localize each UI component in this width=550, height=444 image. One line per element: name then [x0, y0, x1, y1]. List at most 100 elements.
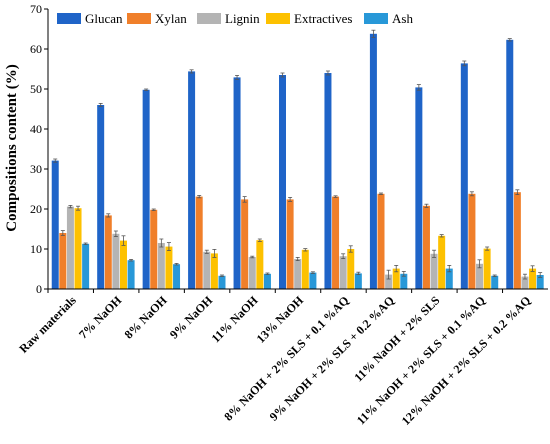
y-tick-label-70: 70 — [30, 2, 42, 16]
legend-item-extractives: Extractives — [266, 11, 352, 26]
error-bar-ash-10 — [538, 272, 543, 278]
bars-layer — [51, 29, 544, 290]
error-bar-lignin-0 — [68, 204, 73, 209]
error-bar-ash-5 — [310, 271, 315, 274]
bar-lignin-0 — [66, 206, 74, 289]
legend-label-glucan: Glucan — [85, 11, 123, 26]
bar-extractives-8 — [438, 235, 446, 289]
error-bar-glucan-6 — [325, 70, 330, 76]
error-bar-lignin-3 — [204, 249, 209, 254]
bar-lignin-1 — [112, 233, 120, 289]
bar-ash-10 — [536, 275, 544, 289]
bar-lignin-3 — [203, 251, 211, 289]
x-category-label-1: 7% NaOH — [76, 293, 125, 342]
bar-xylan-6 — [332, 196, 340, 289]
bar-xylan-9 — [468, 193, 476, 289]
bar-extractives-5 — [301, 249, 309, 289]
bar-xylan-10 — [513, 192, 521, 289]
error-bar-lignin-5 — [295, 256, 300, 262]
bar-glucan-6 — [324, 73, 332, 289]
error-bar-glucan-9 — [462, 60, 467, 67]
bar-xylan-5 — [286, 199, 294, 289]
bar-extractives-9 — [483, 248, 491, 289]
bar-lignin-7 — [385, 274, 393, 289]
error-bar-lignin-9 — [477, 259, 482, 269]
error-bar-extractives-2 — [166, 242, 171, 252]
legend-item-lignin: Lignin — [197, 11, 260, 26]
error-bar-glucan-5 — [280, 72, 285, 78]
bar-extractives-3 — [210, 253, 218, 289]
error-bar-lignin-6 — [341, 253, 346, 260]
bar-extractives-6 — [347, 249, 355, 289]
x-category-label-3: 9% NaOH — [167, 293, 216, 342]
legend-swatch-extractives — [266, 13, 290, 24]
legend-swatch-lignin — [197, 13, 221, 24]
bar-lignin-10 — [521, 276, 529, 289]
bar-ash-7 — [400, 273, 408, 289]
bar-glucan-4 — [233, 77, 241, 290]
legend-item-glucan: Glucan — [57, 11, 123, 26]
bar-xylan-1 — [104, 215, 112, 289]
error-bar-ash-9 — [492, 274, 497, 278]
error-bar-xylan-9 — [469, 191, 474, 197]
bar-extractives-4 — [256, 240, 264, 289]
error-bar-ash-6 — [356, 271, 361, 276]
y-tick-label-60: 60 — [30, 42, 42, 56]
x-category-label-0: Raw materials — [16, 293, 79, 356]
bar-xylan-8 — [422, 205, 430, 289]
bar-glucan-1 — [97, 105, 105, 289]
y-tick-label-50: 50 — [30, 82, 42, 96]
error-bar-lignin-10 — [522, 273, 527, 280]
error-bar-ash-7 — [401, 270, 406, 277]
error-bar-glucan-2 — [144, 88, 149, 91]
y-axis-title: Compositions content (%) — [4, 64, 20, 232]
error-bar-ash-3 — [219, 274, 224, 278]
error-bar-xylan-6 — [333, 195, 338, 198]
bar-glucan-0 — [51, 160, 59, 289]
error-bar-ash-2 — [174, 262, 179, 266]
bar-ash-0 — [82, 243, 90, 289]
error-bar-ash-4 — [265, 272, 270, 276]
bar-ash-1 — [127, 260, 135, 289]
error-bar-ash-1 — [129, 258, 134, 262]
error-bar-extractives-8 — [439, 234, 444, 238]
error-bar-xylan-2 — [151, 208, 156, 212]
error-bar-glucan-8 — [416, 84, 421, 91]
bar-xylan-4 — [241, 199, 249, 289]
bar-ash-3 — [218, 275, 226, 289]
bar-ash-2 — [173, 264, 181, 289]
error-bar-extractives-1 — [121, 235, 126, 246]
bar-glucan-9 — [460, 63, 468, 290]
error-bar-xylan-5 — [288, 196, 293, 202]
legend-swatch-ash — [364, 13, 388, 24]
error-bar-lignin-1 — [113, 230, 118, 238]
error-bar-extractives-0 — [76, 205, 81, 211]
error-bar-xylan-4 — [242, 196, 247, 203]
error-bar-glucan-1 — [98, 103, 103, 107]
bar-ash-8 — [445, 268, 453, 289]
x-category-label-4: 11% NaOH — [209, 293, 262, 346]
legend-item-ash: Ash — [364, 11, 413, 26]
error-bar-lignin-4 — [250, 255, 255, 259]
bar-xylan-0 — [59, 233, 67, 289]
bar-glucan-10 — [506, 39, 514, 289]
error-bar-extractives-5 — [303, 248, 308, 252]
error-bar-xylan-3 — [197, 194, 202, 199]
bar-lignin-2 — [157, 243, 165, 289]
legend-label-xylan: Xylan — [155, 11, 187, 26]
error-bar-xylan-10 — [515, 189, 520, 196]
error-bar-extractives-6 — [348, 245, 353, 253]
error-bar-glucan-0 — [53, 158, 58, 163]
bar-glucan-3 — [188, 71, 196, 290]
error-bar-glucan-7 — [371, 29, 376, 38]
error-bar-glucan-3 — [189, 69, 194, 74]
error-bar-glucan-10 — [507, 38, 512, 42]
bar-lignin-6 — [339, 256, 347, 289]
error-bar-lignin-2 — [159, 238, 164, 248]
x-category-label-8: 11% NaOH + 2% SLS — [351, 293, 442, 384]
bar-lignin-5 — [294, 259, 302, 289]
bar-lignin-8 — [430, 253, 438, 289]
bar-ash-4 — [263, 273, 271, 289]
